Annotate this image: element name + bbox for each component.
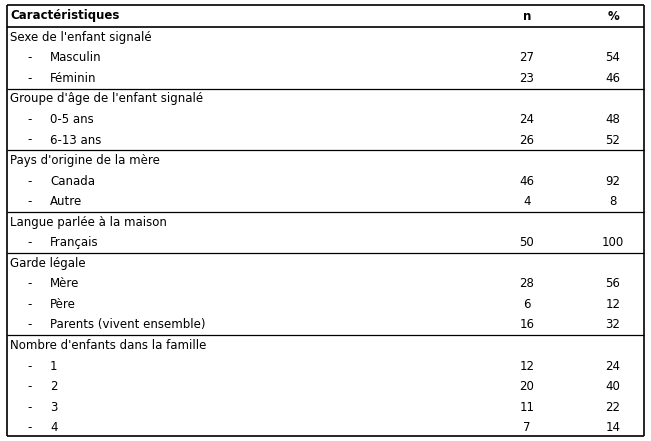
Text: Parents (vivent ensemble): Parents (vivent ensemble) — [50, 318, 206, 332]
Text: 46: 46 — [605, 72, 620, 85]
Text: 48: 48 — [605, 113, 620, 126]
Text: 54: 54 — [605, 51, 620, 64]
Text: -: - — [28, 72, 32, 85]
Text: -: - — [28, 113, 32, 126]
Text: Père: Père — [50, 298, 76, 311]
Text: Sexe de l'enfant signalé: Sexe de l'enfant signalé — [10, 31, 152, 44]
Text: 12: 12 — [519, 359, 534, 373]
Text: 11: 11 — [519, 401, 534, 414]
Text: 52: 52 — [605, 134, 620, 146]
Text: -: - — [28, 401, 32, 414]
Text: 50: 50 — [519, 236, 534, 249]
Text: 24: 24 — [519, 113, 534, 126]
Text: 6: 6 — [523, 298, 531, 311]
Text: -: - — [28, 277, 32, 290]
Text: 27: 27 — [519, 51, 534, 64]
Text: 16: 16 — [519, 318, 534, 332]
Text: -: - — [28, 175, 32, 187]
Text: -: - — [28, 236, 32, 249]
Text: -: - — [28, 380, 32, 393]
Text: 2: 2 — [50, 380, 57, 393]
Text: 3: 3 — [50, 401, 57, 414]
Text: Garde légale: Garde légale — [10, 257, 86, 270]
Text: n: n — [523, 10, 531, 22]
Text: 46: 46 — [519, 175, 534, 187]
Text: 56: 56 — [605, 277, 620, 290]
Text: 12: 12 — [605, 298, 620, 311]
Text: Français: Français — [50, 236, 98, 249]
Text: 92: 92 — [605, 175, 620, 187]
Text: -: - — [28, 195, 32, 208]
Text: 1: 1 — [50, 359, 57, 373]
Text: Autre: Autre — [50, 195, 82, 208]
Text: 8: 8 — [609, 195, 616, 208]
Text: 6-13 ans: 6-13 ans — [50, 134, 102, 146]
Text: 4: 4 — [50, 421, 57, 434]
Text: 14: 14 — [605, 421, 620, 434]
Text: Nombre d'enfants dans la famille: Nombre d'enfants dans la famille — [10, 339, 206, 352]
Text: Canada: Canada — [50, 175, 95, 187]
Text: -: - — [28, 298, 32, 311]
Text: Caractéristiques: Caractéristiques — [10, 10, 119, 22]
Text: -: - — [28, 318, 32, 332]
Text: 20: 20 — [519, 380, 534, 393]
Text: Masculin: Masculin — [50, 51, 102, 64]
Text: 32: 32 — [605, 318, 620, 332]
Text: 24: 24 — [605, 359, 620, 373]
Text: -: - — [28, 421, 32, 434]
Text: %: % — [607, 10, 619, 22]
Text: 26: 26 — [519, 134, 534, 146]
Text: Mère: Mère — [50, 277, 79, 290]
Text: Féminin: Féminin — [50, 72, 96, 85]
Text: 0-5 ans: 0-5 ans — [50, 113, 94, 126]
Text: 23: 23 — [519, 72, 534, 85]
Text: Groupe d'âge de l'enfant signalé: Groupe d'âge de l'enfant signalé — [10, 93, 203, 105]
Text: -: - — [28, 359, 32, 373]
Text: 22: 22 — [605, 401, 620, 414]
Text: 100: 100 — [602, 236, 624, 249]
Text: -: - — [28, 134, 32, 146]
Text: -: - — [28, 51, 32, 64]
Text: 4: 4 — [523, 195, 531, 208]
Text: Langue parlée à la maison: Langue parlée à la maison — [10, 216, 167, 229]
Text: 28: 28 — [519, 277, 534, 290]
Text: 7: 7 — [523, 421, 531, 434]
Text: Pays d'origine de la mère: Pays d'origine de la mère — [10, 154, 160, 167]
Text: 40: 40 — [605, 380, 620, 393]
